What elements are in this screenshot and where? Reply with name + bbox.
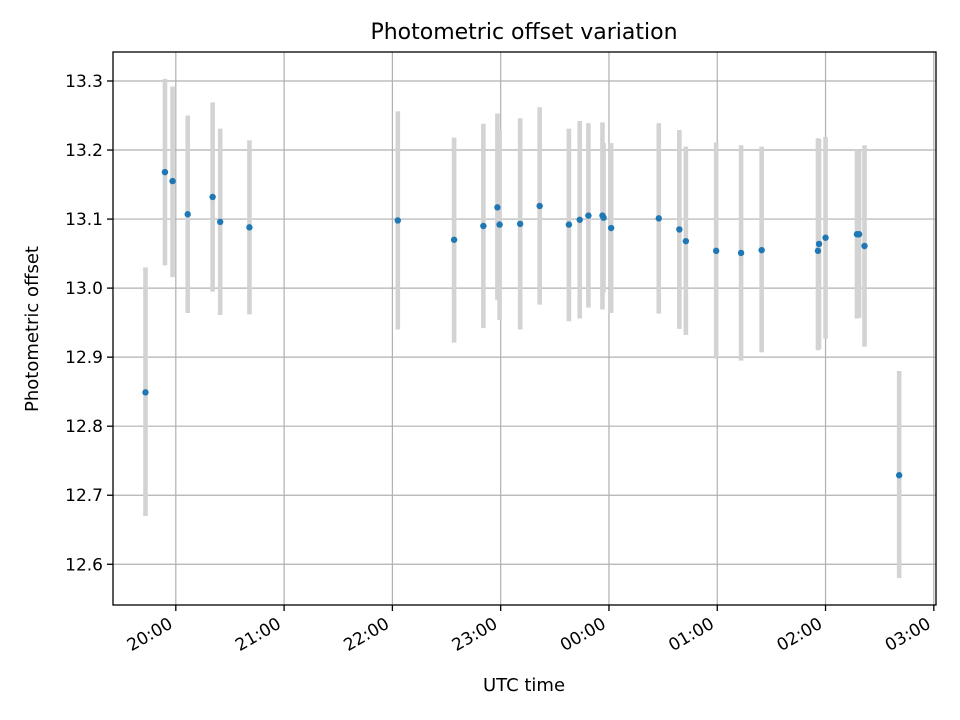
data-point (217, 218, 224, 226)
error-bars (143, 78, 902, 579)
data-point (655, 215, 662, 222)
grid-lines (113, 52, 936, 605)
y-tick-label: 13.1 (65, 210, 103, 230)
data-point (161, 168, 169, 176)
x-tick-label: 22:00 (340, 614, 392, 656)
x-tick-label: 20:00 (124, 614, 176, 656)
data-point (737, 249, 745, 257)
y-axis-label: Photometric offset (22, 246, 43, 412)
data-point (516, 220, 524, 228)
data-point (450, 236, 458, 243)
data-point (758, 246, 765, 254)
y-tick-label: 13.2 (65, 141, 103, 161)
data-point (494, 204, 501, 211)
x-tick-label: 03:00 (882, 614, 934, 656)
y-tick-label: 12.6 (65, 555, 103, 575)
data-point (815, 240, 823, 248)
y-axis-ticks: 12.6 12.7 12.8 12.9 13.0 13.1 13.2 13.3 (65, 72, 113, 575)
x-axis-ticks: 20:00 21:00 22:00 23:00 00:00 01:00 02:00 03:00 (124, 605, 935, 656)
data-point (895, 472, 903, 479)
data-point (676, 226, 683, 233)
data-point (861, 242, 868, 250)
x-tick-label: 02:00 (774, 614, 826, 656)
data-point (184, 211, 191, 218)
y-tick-label: 12.9 (65, 348, 103, 368)
y-tick-label: 12.8 (65, 417, 103, 437)
data-point (600, 214, 607, 221)
data-point (576, 216, 583, 223)
x-tick-label: 01:00 (665, 614, 717, 656)
x-tick-label: 23:00 (449, 614, 501, 656)
chart-title: Photometric offset variation (370, 20, 677, 45)
data-point (142, 389, 149, 396)
x-tick-label: 00:00 (557, 614, 609, 656)
x-tick-label: 21:00 (232, 614, 284, 656)
data-point (585, 212, 592, 219)
x-axis-label: UTC time (483, 675, 565, 696)
plot-frame (112, 51, 937, 606)
data-point (536, 202, 543, 210)
y-tick-label: 13.0 (65, 279, 103, 299)
data-point (169, 177, 176, 185)
data-points (142, 168, 903, 479)
data-point (565, 221, 573, 228)
data-point (712, 247, 720, 255)
data-point (607, 224, 615, 232)
data-point (822, 234, 829, 241)
data-point (480, 222, 487, 230)
data-point (814, 247, 822, 255)
data-point (246, 224, 253, 231)
y-tick-label: 12.7 (65, 486, 103, 506)
data-point (394, 217, 402, 224)
data-point (682, 237, 690, 245)
data-point (855, 231, 863, 238)
data-point (496, 221, 503, 228)
data-point (209, 193, 216, 201)
y-tick-label: 13.3 (65, 72, 103, 92)
